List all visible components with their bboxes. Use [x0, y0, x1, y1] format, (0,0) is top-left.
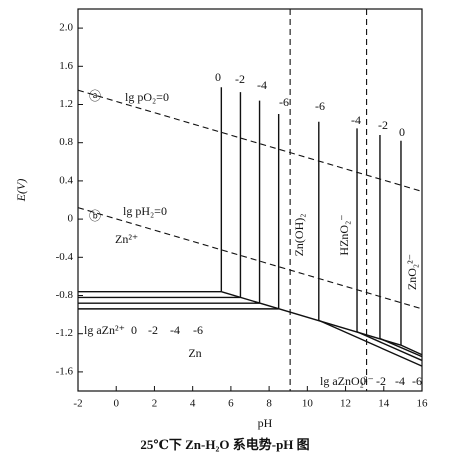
y-tick-label: 1.6	[59, 60, 73, 72]
y-tick-label: 1.2	[59, 98, 73, 110]
curve	[221, 291, 402, 346]
y-tick-label: -0.4	[56, 251, 74, 263]
x-tick-label: -2	[73, 398, 82, 410]
annotation: -6	[412, 374, 422, 388]
plot-frame	[77, 8, 423, 392]
y-tick-label: -0.8	[56, 289, 74, 301]
x-tick-label: 2	[152, 398, 158, 410]
x-tick-label: 4	[190, 398, 196, 410]
y-tick-label: 0	[68, 213, 74, 225]
x-tick-label: 0	[113, 398, 119, 410]
annotation: HZnO₂⁻	[337, 214, 351, 255]
x-axis-label: pH	[258, 416, 273, 430]
annotation: -2	[376, 374, 386, 388]
y-tick-label: -1.6	[56, 365, 74, 377]
annotation: ZnO₂²⁻	[405, 254, 419, 290]
curve	[356, 331, 423, 362]
annotation: lg aZnO₂²⁻	[320, 374, 374, 388]
annotation: Zn	[188, 346, 201, 360]
annotation: 0	[131, 323, 137, 337]
x-tick-label: 6	[228, 398, 234, 410]
annotation: -6	[315, 99, 325, 113]
annotation: -4	[170, 323, 180, 337]
curve	[400, 344, 423, 356]
annotation: -6	[279, 95, 289, 109]
annotation: -2	[378, 118, 388, 132]
y-tick-label: 2.0	[59, 22, 73, 34]
x-tick-label: 14	[378, 398, 390, 410]
annotation: 0	[215, 70, 221, 84]
annotation: lg aZn²⁺	[84, 323, 125, 337]
curve	[318, 319, 423, 367]
annotation: -2	[148, 323, 158, 337]
annotation: -2	[235, 72, 245, 86]
chart-title: 25℃下 Zn-H₂O 系电势-pH 图	[140, 437, 309, 452]
curve	[77, 89, 423, 192]
annotation: -4	[351, 113, 361, 127]
annotation: lg pH₂=0	[123, 204, 167, 218]
y-axis-label: E(V)	[14, 179, 28, 203]
annotation: Zn²⁺	[115, 232, 138, 246]
y-tick-label: -1.2	[56, 327, 73, 339]
annotation: Zn(OH)₂	[292, 214, 306, 257]
curve	[77, 207, 423, 310]
annotation: 0	[399, 125, 405, 139]
x-tick-label: 12	[340, 398, 351, 410]
annotation: -4	[395, 374, 405, 388]
annotation: lg pO₂=0	[125, 90, 169, 104]
y-tick-label: 0.4	[59, 174, 73, 186]
x-tick-label: 16	[417, 398, 429, 410]
annotation: ⓑ	[89, 209, 101, 223]
x-tick-label: 10	[302, 398, 314, 410]
annotation: ⓐ	[89, 89, 101, 103]
annotation: 0	[360, 374, 366, 388]
x-tick-label: 8	[266, 398, 272, 410]
curve	[379, 337, 423, 358]
y-tick-label: 0.8	[59, 136, 73, 148]
annotation: -4	[257, 78, 267, 92]
annotation: -6	[193, 323, 203, 337]
